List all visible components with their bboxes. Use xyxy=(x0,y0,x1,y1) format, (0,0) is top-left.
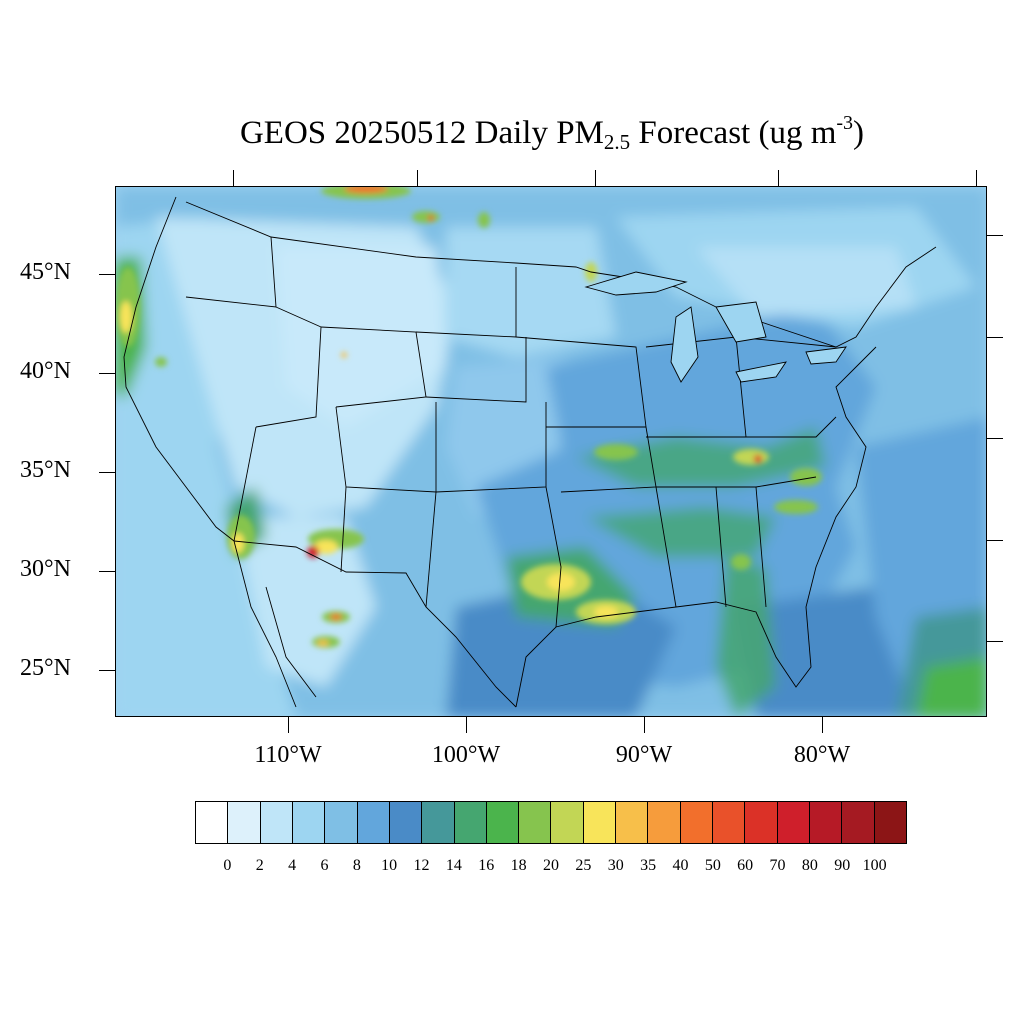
colorbar-tick-label: 50 xyxy=(704,857,721,874)
colorbar-swatch xyxy=(228,802,261,843)
hotspots xyxy=(116,187,822,648)
colorbar-swatch xyxy=(292,802,326,843)
colorbar-tick-label: 14 xyxy=(445,857,462,874)
colorbar-tick-label: 70 xyxy=(769,857,786,874)
colorbar-swatch xyxy=(196,802,229,843)
pm25-map-canvas xyxy=(116,187,986,716)
colorbar-tick-label: 0 xyxy=(223,857,232,874)
colorbar-swatch xyxy=(486,802,520,843)
colorbar-tick-label: 20 xyxy=(543,857,559,874)
great-lakes xyxy=(584,271,847,383)
colorbar-tick-label: 90 xyxy=(834,857,851,874)
left-tick-30n xyxy=(99,571,115,572)
colorbar-tick-label: 12 xyxy=(413,857,430,874)
colorbar-swatch xyxy=(422,802,455,843)
colorbar-swatch xyxy=(713,802,746,843)
right-tick-3 xyxy=(987,438,1003,439)
colorbar-tick-label: 8 xyxy=(352,857,361,874)
concentration-field xyxy=(116,187,986,716)
colorbar-swatch xyxy=(874,802,906,843)
top-tick-110w xyxy=(233,170,234,186)
colorbar-swatch xyxy=(809,802,843,843)
lat-label-45n: 45°N xyxy=(20,259,71,285)
lon-label-100w: 100°W xyxy=(431,742,501,768)
colorbar-tick-label: 60 xyxy=(737,857,754,874)
lat-label-40n: 40°N xyxy=(20,358,71,384)
top-tick-70w xyxy=(976,170,977,186)
colorbar-tick-label: 2 xyxy=(255,857,264,874)
colorbar-tick-label: 4 xyxy=(288,857,297,874)
lon-label-80w: 80°W xyxy=(793,742,851,768)
colorbar-swatch xyxy=(777,802,810,843)
left-tick-35n xyxy=(99,472,115,473)
left-tick-45n xyxy=(99,274,115,275)
title-superscript: -3 xyxy=(836,112,854,134)
colorbar-tick-label: 80 xyxy=(801,857,818,874)
colorbar-tick-label: 40 xyxy=(672,857,689,874)
pm25-map xyxy=(115,186,987,717)
colorbar-swatch xyxy=(648,802,681,843)
bottom-tick-110w xyxy=(288,717,289,733)
top-tick-100w xyxy=(417,170,418,186)
lon-label-110w: 110°W xyxy=(254,742,322,768)
title-text: GEOS 20250512 Daily PM xyxy=(239,115,604,151)
colorbar-tick-label: 6 xyxy=(320,857,329,874)
top-tick-90w xyxy=(595,170,596,186)
colorbar-tick-label: 30 xyxy=(607,857,624,874)
colorbar-swatch xyxy=(519,802,552,843)
top-tick-80w xyxy=(778,170,779,186)
bottom-tick-90w xyxy=(644,717,645,733)
lat-label-30n: 30°N xyxy=(20,556,71,582)
colorbar-tick-label: 10 xyxy=(381,857,398,874)
right-tick-5 xyxy=(987,641,1003,642)
colorbar-swatch xyxy=(325,802,358,843)
title-close: ) xyxy=(853,115,865,151)
lat-label-35n: 35°N xyxy=(20,457,71,483)
lon-label-90w: 90°W xyxy=(615,742,673,768)
colorbar-swatch xyxy=(616,802,649,843)
colorbar-swatch xyxy=(583,802,617,843)
colorbar-swatch xyxy=(680,802,713,843)
colorbar-legend xyxy=(195,801,907,844)
right-tick-2 xyxy=(987,337,1003,338)
left-tick-25n xyxy=(99,670,115,671)
right-tick-4 xyxy=(987,540,1003,541)
colorbar-tick-label: 25 xyxy=(575,857,592,874)
bottom-tick-80w xyxy=(822,717,823,733)
lat-label-25n: 25°N xyxy=(20,655,71,681)
colorbar-swatch xyxy=(357,802,390,843)
colorbar-swatch xyxy=(551,802,584,843)
colorbar-tick-label: 16 xyxy=(478,857,495,874)
colorbar-tick-label: 35 xyxy=(640,857,657,874)
title-units: Forecast (ug m xyxy=(630,115,837,151)
colorbar-tick-label: 18 xyxy=(510,857,527,874)
colorbar-tick-label: 100 xyxy=(862,857,887,874)
colorbar-swatch xyxy=(454,802,487,843)
map-title: GEOS 20250512 Daily PM2.5 Forecast (ug m… xyxy=(0,112,1024,155)
title-subscript: 2.5 xyxy=(603,130,631,154)
colorbar-swatch xyxy=(745,802,778,843)
left-tick-40n xyxy=(99,373,115,374)
colorbar-swatch xyxy=(842,802,875,843)
colorbar-swatch xyxy=(260,802,293,843)
right-tick-1 xyxy=(987,235,1003,236)
colorbar-swatch xyxy=(389,802,423,843)
bottom-tick-100w xyxy=(466,717,467,733)
